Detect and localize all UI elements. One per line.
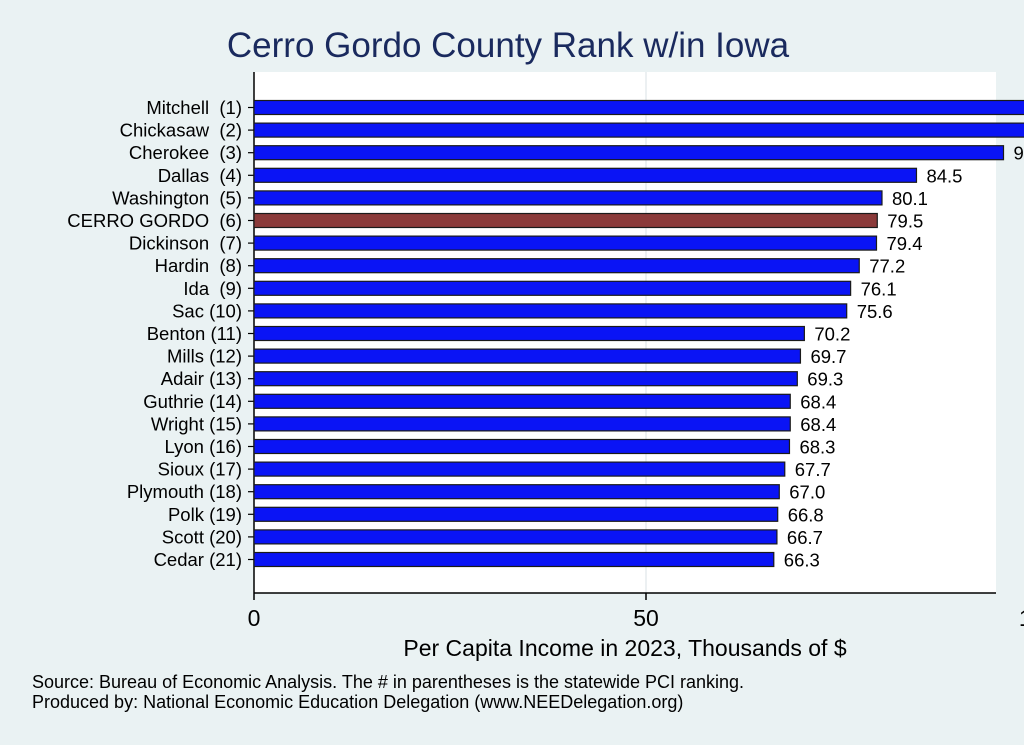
y-tick-label: Lyon (16) (165, 436, 242, 457)
bar-value-label: 79.5 (887, 211, 923, 232)
x-tick-label: 0 (248, 605, 261, 631)
bar (253, 484, 780, 500)
x-axis-title: Per Capita Income in 2023, Thousands of … (403, 635, 846, 661)
bar (253, 235, 878, 251)
bar-value-label: 66.3 (784, 550, 820, 571)
y-tick-label: Benton (11) (147, 323, 242, 344)
bar (253, 393, 791, 409)
bar-value-label: 77.2 (869, 256, 905, 277)
bar (253, 461, 786, 477)
bar (253, 303, 848, 319)
bar (253, 529, 778, 545)
bar-value-label: 70.2 (814, 324, 850, 345)
bar (253, 167, 918, 183)
bar (253, 122, 1024, 138)
bar-value-label: 67.0 (789, 482, 825, 503)
x-tick-label: 100 (1019, 605, 1024, 631)
bar (253, 145, 1005, 161)
bar-value-label: 69.3 (807, 369, 843, 390)
y-tick-label: Scott (20) (162, 526, 242, 547)
y-tick-label: Guthrie (14) (143, 391, 242, 412)
y-tick-labels: Mitchell (1)Chickasaw (2)Cherokee (3)Dal… (67, 97, 254, 570)
bar-value-label: 95.6 (1014, 143, 1024, 164)
bar-value-label: 68.3 (799, 437, 835, 458)
y-tick-label: Dallas (4) (158, 165, 242, 186)
y-tick-label: Mills (12) (167, 346, 242, 367)
x-tick-label: 50 (633, 605, 659, 631)
y-tick-label: CERRO GORDO (6) (67, 210, 242, 231)
y-tick-label: Wright (15) (151, 413, 242, 434)
bar-value-label: 76.1 (861, 278, 897, 299)
x-tick-labels: 0 50 100 (248, 593, 1024, 631)
y-tick-label: Sac (10) (172, 300, 242, 321)
y-tick-label: Plymouth (18) (127, 481, 242, 502)
bar-value-label: 66.8 (788, 504, 824, 525)
y-tick-label: Ida (9) (183, 278, 242, 299)
bar-value-label: 84.5 (926, 165, 962, 186)
y-tick-label: Sioux (17) (158, 459, 242, 480)
bar-value-label: 75.6 (857, 301, 893, 322)
value-labels: 110.9106.695.684.580.179.579.477.276.175… (784, 143, 1024, 571)
bar-value-label: 79.4 (886, 233, 922, 254)
chart-title: Cerro Gordo County Rank w/in Iowa (0, 26, 1024, 66)
y-tick-label: Hardin (8) (155, 255, 242, 276)
bar (253, 551, 775, 568)
bar (253, 280, 852, 296)
source-note: Source: Bureau of Economic Analysis. The… (32, 672, 745, 692)
bar-value-label: 69.7 (810, 346, 846, 367)
bars (253, 99, 1024, 568)
y-tick-label: Mitchell (1) (146, 97, 242, 118)
producer-note: Produced by: National Economic Education… (32, 692, 684, 712)
bar (253, 325, 805, 342)
bar (253, 371, 798, 387)
bar (253, 348, 802, 364)
y-tick-label: Cherokee (3) (129, 142, 242, 163)
bar (253, 190, 883, 206)
chart-title-text: Cerro Gordo County Rank w/in Iowa (226, 26, 790, 65)
y-tick-label: Polk (19) (168, 504, 242, 525)
y-tick-label: Cedar (21) (154, 549, 242, 570)
y-tick-label: Dickinson (7) (129, 233, 242, 254)
bar (253, 99, 1024, 116)
bar (253, 258, 860, 274)
y-tick-label: Adair (13) (161, 368, 242, 389)
bar-value-label: 68.4 (800, 414, 836, 435)
bar (253, 416, 791, 432)
bar-value-label: 68.4 (800, 391, 836, 412)
bar (253, 438, 791, 455)
bar-value-label: 80.1 (892, 188, 928, 209)
bar-value-label: 67.7 (795, 459, 831, 480)
bar (253, 212, 878, 229)
bar (253, 506, 779, 522)
y-tick-label: Washington (5) (112, 187, 242, 208)
bar-value-label: 66.7 (787, 527, 823, 548)
y-tick-label: Chickasaw (2) (120, 120, 242, 141)
